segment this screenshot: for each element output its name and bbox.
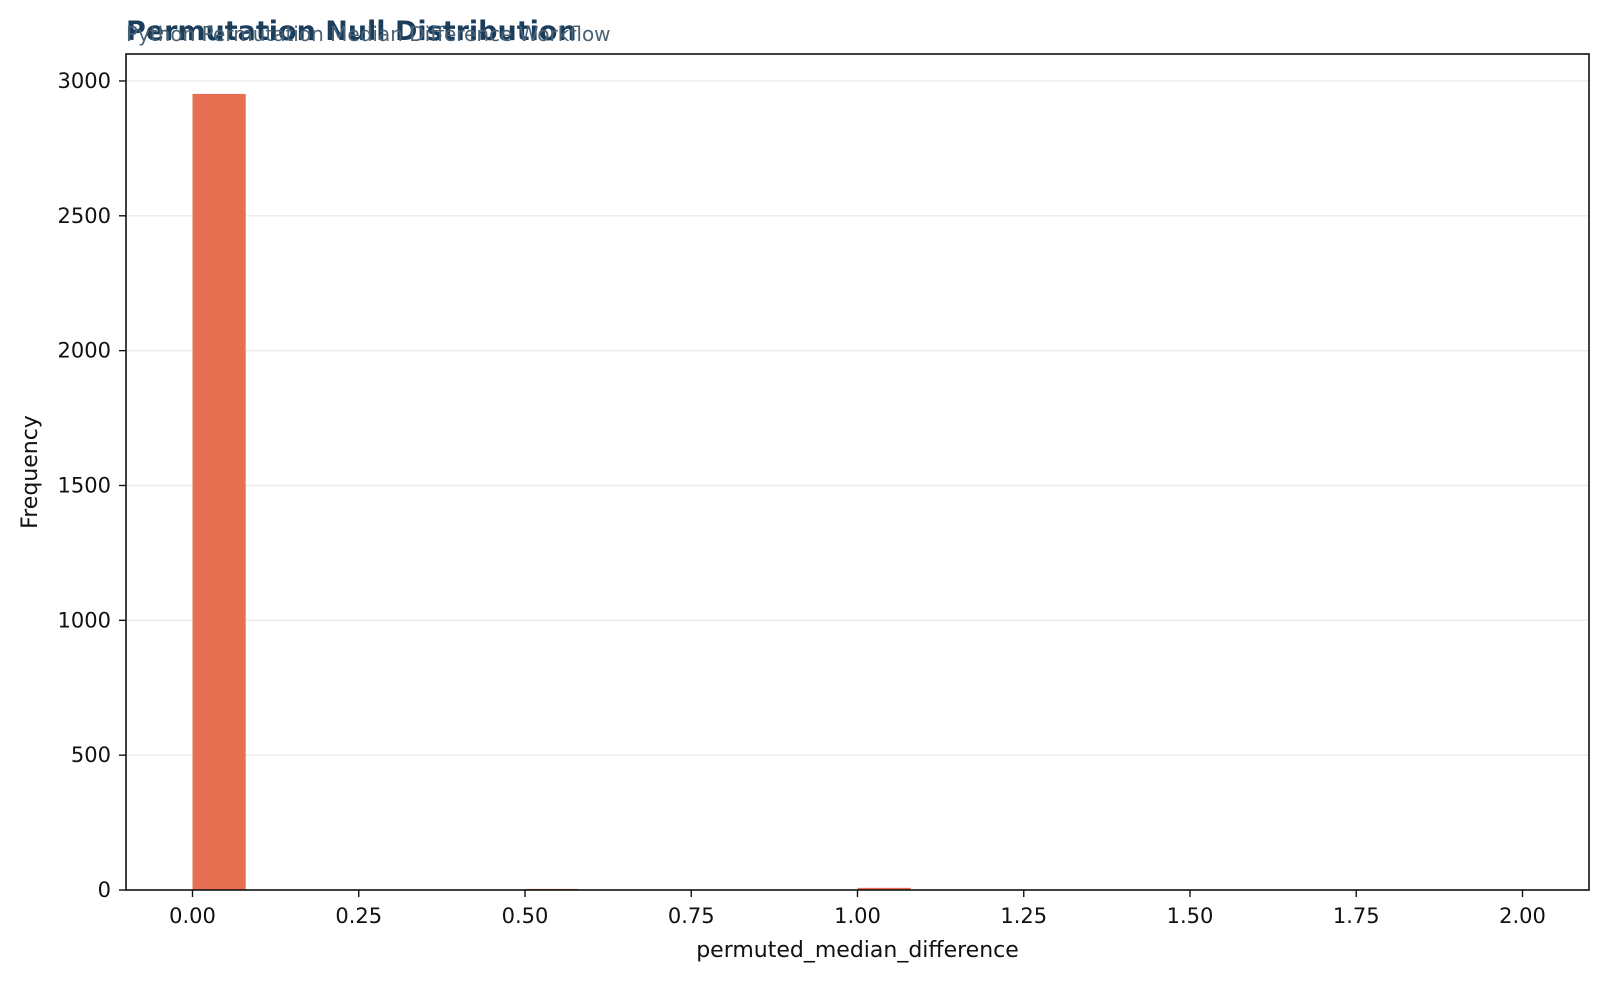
bar-layer	[192, 93, 911, 891]
x-tick-label-1: 0.25	[335, 904, 382, 928]
y-tick-label-5: 2500	[58, 204, 111, 228]
plot-frame	[125, 53, 1590, 891]
y-axis-label: Frequency	[18, 415, 43, 529]
x-tick-label-5: 1.25	[1000, 904, 1047, 928]
x-tick-label-0: 0.00	[169, 904, 216, 928]
chart-subtitle: Python Permutation Median Difference Wor…	[126, 22, 611, 46]
grid-layer	[126, 80, 1589, 756]
y-tick-label-3: 1500	[58, 473, 111, 497]
x-tick-label-7: 1.75	[1333, 904, 1380, 928]
y-tick-label-6: 3000	[58, 69, 111, 93]
x-axis-label: permuted_median_difference	[696, 938, 1019, 963]
x-tick-label-3: 0.75	[668, 904, 715, 928]
y-tick-label-0: 0	[98, 878, 111, 902]
chart-title: Permutation Null Distribution	[126, 16, 577, 47]
y-tick-label-1: 500	[71, 743, 111, 767]
y-tick-label-2: 1000	[58, 608, 111, 632]
x-tick-label-2: 0.50	[502, 904, 549, 928]
x-tick-label-4: 1.00	[834, 904, 881, 928]
x-tick-label-6: 1.50	[1167, 904, 1214, 928]
histogram-bar-0	[192, 93, 246, 891]
histogram-bar-2	[857, 887, 911, 890]
y-tick-label-4: 2000	[58, 339, 111, 363]
tick-layer: 0.00 0.25 0.50 0.75 1.00 1.25 1.50 1.75 2.00 0 500…	[58, 69, 1546, 928]
x-tick-label-8: 2.00	[1499, 904, 1546, 928]
